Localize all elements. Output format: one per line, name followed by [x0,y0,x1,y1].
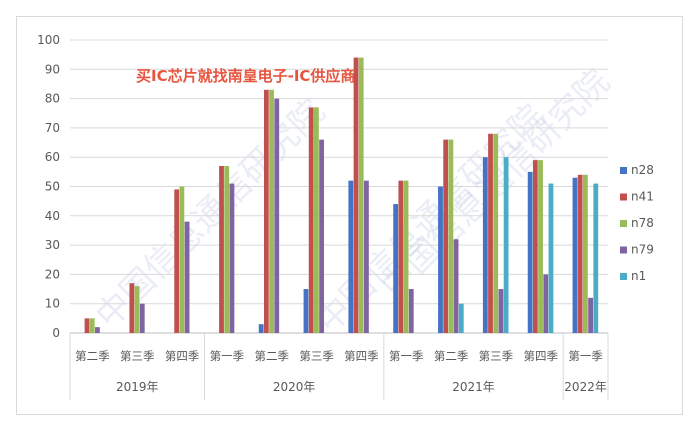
bar-n78 [448,139,454,333]
banner-text: 买IC芯片就找南皇电子-IC供应商 [136,67,355,85]
x-tick-label: 第四季 [165,349,200,363]
bar-n41 [577,174,583,333]
watermark-text: 中国信息通信研究院 [88,92,333,337]
bar-n41 [84,318,90,333]
bar-n28 [572,177,578,333]
bar-n1 [458,303,464,333]
bar-n41 [532,160,538,333]
bar-n41 [443,139,449,333]
x-tick-label: 第一季 [568,349,603,363]
bar-n41 [174,189,180,333]
legend-swatch-n28 [620,167,627,174]
bar-n78 [134,286,140,333]
y-tick-label: 90 [45,62,60,76]
legend-label-n78: n78 [631,216,654,230]
y-tick-label: 70 [45,121,60,135]
legend: n28 n41 n78 n79 n1 [620,163,654,283]
bar-n41 [398,180,404,333]
bar-n78 [179,186,185,333]
x-tick-label: 第四季 [524,349,559,363]
bar-n79 [139,303,145,333]
x-tick-label: 第三季 [299,349,334,363]
bar-n79 [229,183,235,333]
bar-n28 [303,289,309,333]
y-tick-label: 10 [45,297,60,311]
y-tick-label: 0 [52,326,60,340]
bar-n79 [453,239,459,333]
legend-label-n79: n79 [631,243,654,257]
bar-n79 [184,221,190,333]
bar-n78 [89,318,95,333]
x-tick-label: 第二季 [255,349,290,363]
y-tick-label: 60 [45,150,60,164]
year-label: 2019年 [116,380,159,394]
legend-swatch-n41 [620,193,627,201]
bar-n79 [498,289,504,333]
x-tick-label: 第二季 [75,349,110,363]
x-tick-label: 第一季 [389,349,424,363]
bar-n79 [588,297,593,333]
bar-n1 [503,157,509,333]
bar-n28 [393,204,399,333]
legend-label-n1: n1 [631,269,646,283]
bar-n79 [274,98,280,333]
legend-label-n28: n28 [631,163,654,177]
watermark-text: 中国信息通信研究院 [308,97,553,342]
year-label: 2020年 [273,380,316,394]
legend-swatch-n79 [620,246,627,254]
y-tick-label: 80 [45,92,60,106]
x-tick-label: 第四季 [344,349,379,363]
bar-n28 [258,324,264,333]
x-tick-label: 第三季 [120,349,155,363]
x-axis: 第二季 第三季 第四季 第一季 第二季 第三季 第四季 第一季 第二季 第三季 第四季 第一季2019… [69,333,609,400]
x-tick-label: 第三季 [479,349,514,363]
y-tick-label: 50 [45,180,60,194]
year-label: 2022年 [564,380,607,394]
bar-n28 [527,171,533,333]
bar-n78 [403,180,409,333]
bar-n79 [319,139,324,333]
y-tick-label: 100 [37,33,60,47]
y-tick-label: 40 [45,209,60,223]
x-tick-label: 第二季 [434,349,469,363]
year-label: 2021年 [452,380,495,394]
bar-n41 [488,133,493,333]
bar-n79 [364,180,369,333]
bar-n79 [95,327,100,333]
gridlines [70,39,608,334]
legend-swatch-n1 [620,273,627,280]
bar-n78 [582,174,588,333]
bar-n41 [308,107,314,333]
y-axis: 0 10 20 30 40 50 60 70 80 90 100 [37,33,60,340]
bar-n79 [408,289,414,333]
y-tick-label: 30 [45,238,60,252]
x-tick-label: 第一季 [210,349,245,363]
bar-n78 [224,165,230,333]
bars-layer [84,57,599,333]
bar-n78 [269,89,274,333]
bar-n78 [538,160,543,333]
legend-label-n41: n41 [631,190,654,204]
bar-n28 [482,157,488,333]
legend-swatch-n78 [620,220,627,227]
bar-n41 [353,57,359,333]
bar-n78 [493,133,499,333]
y-tick-label: 20 [45,267,60,281]
bar-n1 [593,183,599,333]
bar-n41 [263,89,269,333]
bar-n78 [313,107,319,333]
bar-n28 [438,186,443,333]
bar-n41 [219,165,224,333]
bar-n41 [129,283,135,333]
bar-n28 [348,180,354,333]
bar-n78 [358,57,364,333]
bar-n1 [548,183,554,333]
bar-n79 [543,274,549,333]
